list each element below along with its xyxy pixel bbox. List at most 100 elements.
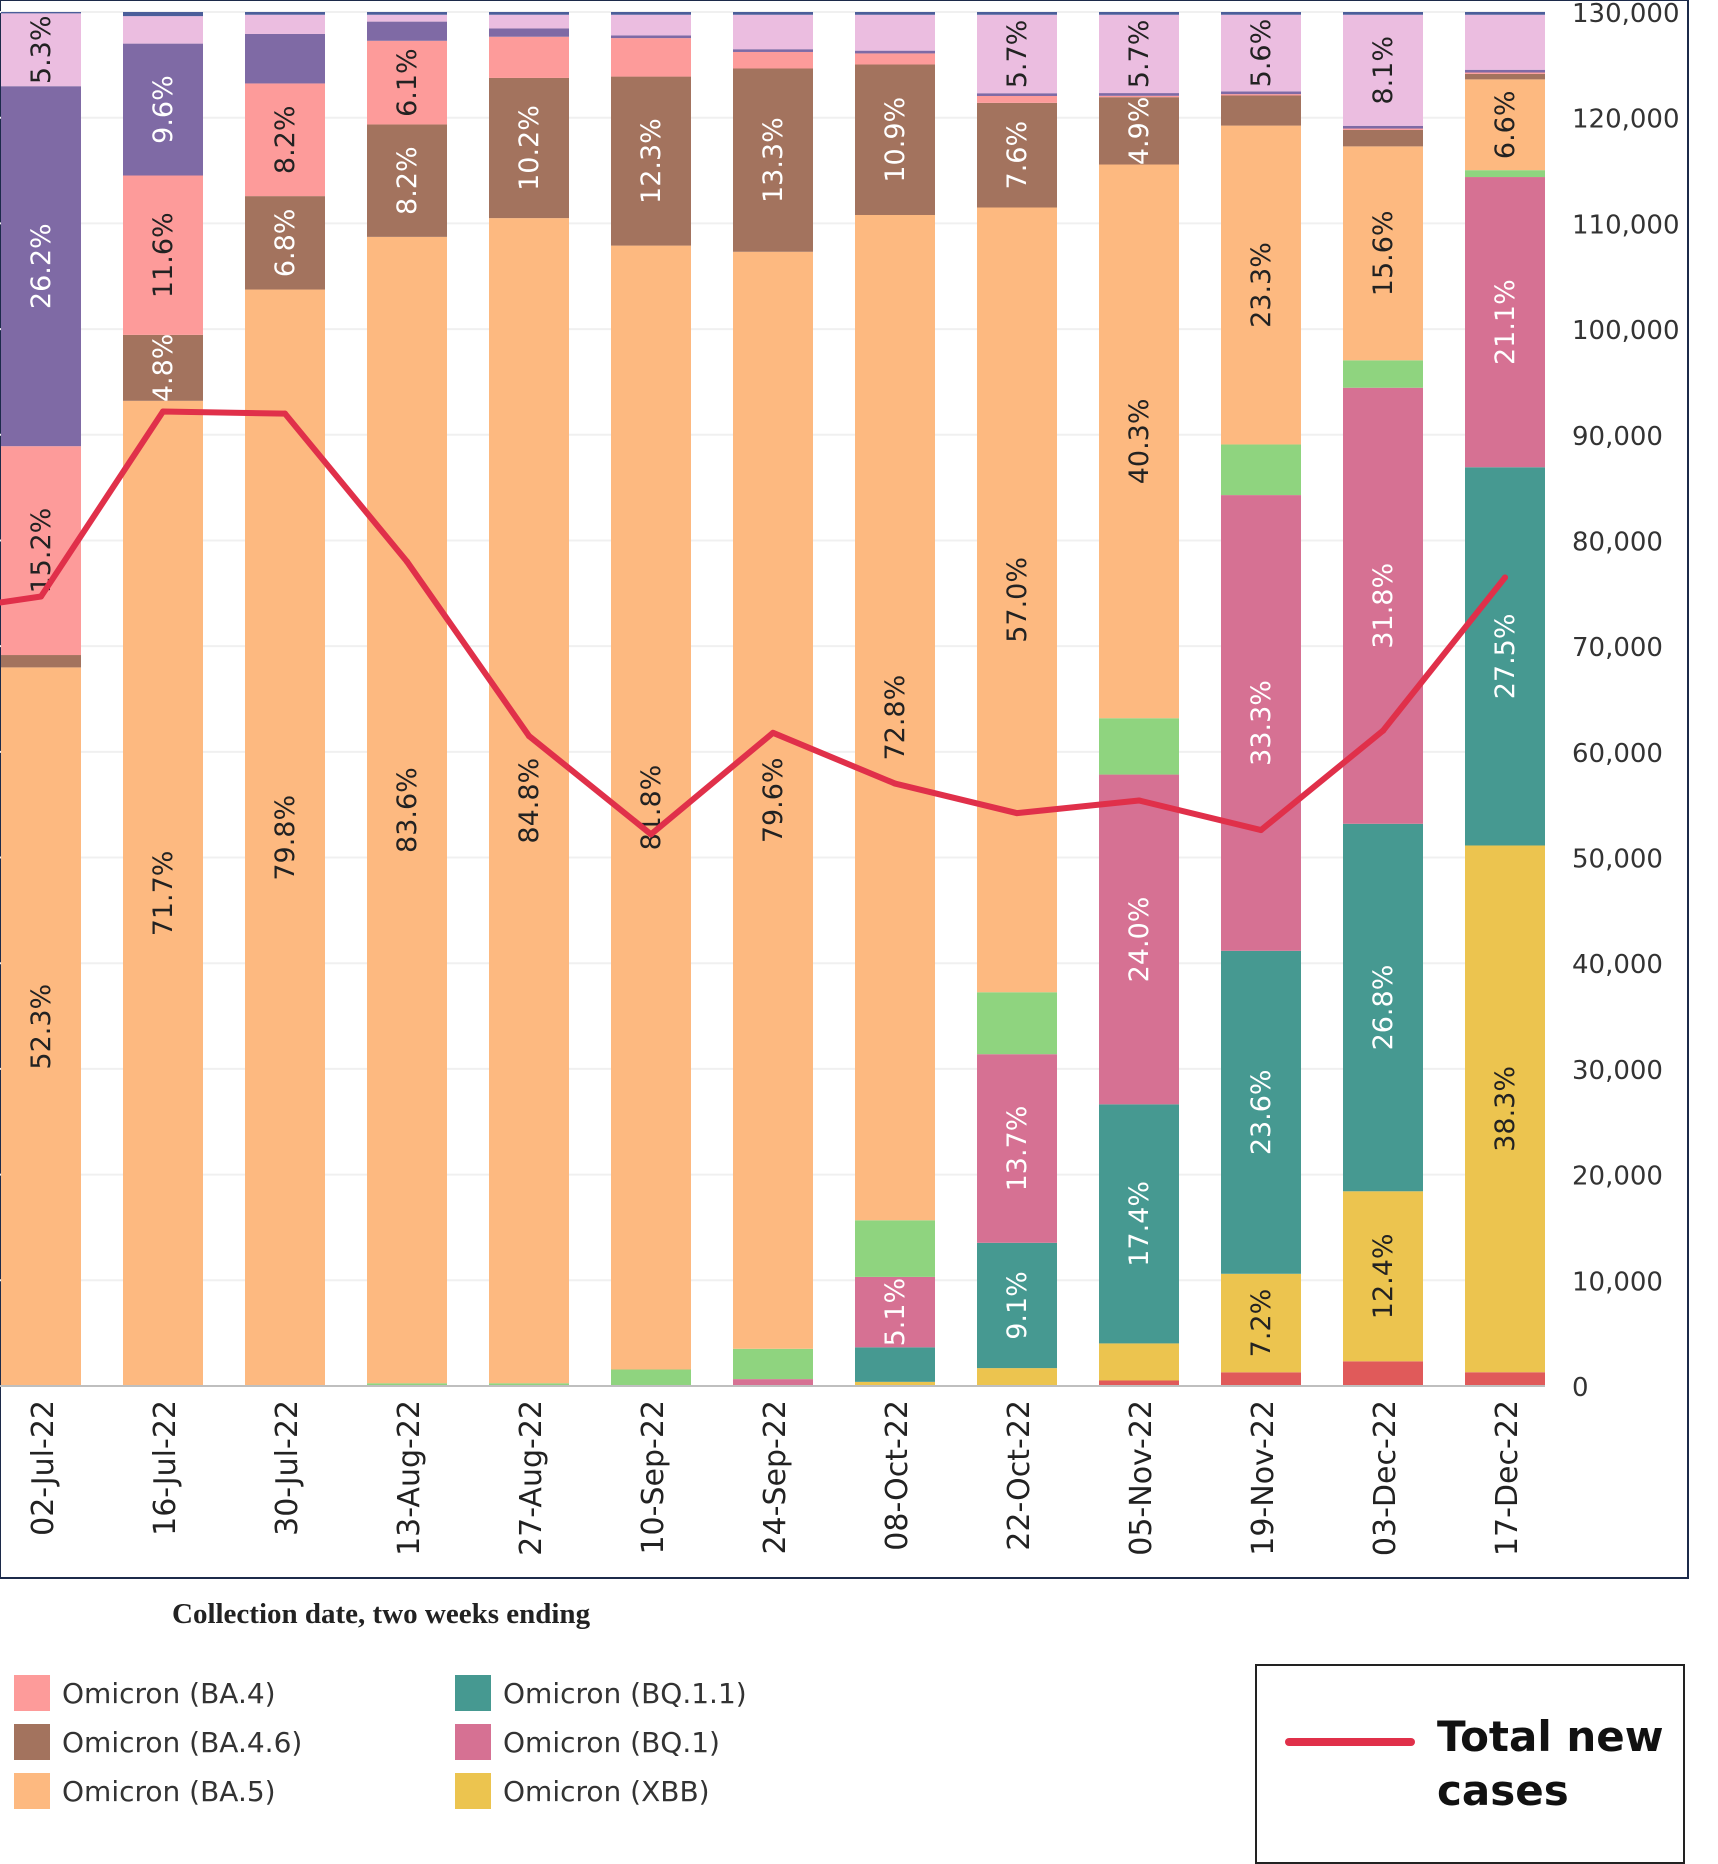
bar-segment bbox=[367, 14, 447, 22]
bar-segment bbox=[1465, 177, 1545, 468]
data-label: 4.9% bbox=[1124, 97, 1155, 166]
bar-segment bbox=[245, 14, 325, 34]
data-label: 12.4% bbox=[1368, 1233, 1399, 1319]
bar-segment bbox=[1099, 95, 1179, 98]
y-tick-label: 0 bbox=[1572, 1373, 1589, 1403]
total-new-cases-point bbox=[160, 408, 166, 415]
bar-segment bbox=[1221, 1372, 1301, 1386]
x-tick-label: 13-Aug-22 bbox=[392, 1400, 427, 1556]
data-label: 7.2% bbox=[1246, 1289, 1277, 1358]
bar-segment bbox=[1343, 128, 1423, 130]
bar-segment bbox=[1343, 360, 1423, 388]
bar-segment bbox=[1099, 718, 1179, 775]
legend-swatch bbox=[455, 1675, 491, 1711]
bar-segment bbox=[977, 207, 1057, 993]
bar-segment bbox=[1221, 91, 1301, 95]
data-label: 5.6% bbox=[1246, 19, 1277, 88]
data-label: 8.2% bbox=[270, 105, 301, 174]
bar-segment bbox=[123, 43, 203, 176]
total-cases-legend-line bbox=[1285, 1738, 1415, 1746]
x-tick-label: 05-Nov-22 bbox=[1124, 1400, 1159, 1556]
chart-svg: 52.3%15.2%26.2%5.3%71.7%4.8%11.6%9.6%79.… bbox=[0, 0, 1689, 1579]
bar-segment bbox=[1221, 495, 1301, 951]
total-new-cases-line bbox=[0, 408, 1508, 838]
data-label: 8.1% bbox=[1368, 36, 1399, 105]
y-tick-label: 100,000 bbox=[1572, 316, 1680, 346]
bar-segment bbox=[611, 35, 691, 39]
data-label: 57.0% bbox=[1002, 557, 1033, 643]
data-label: 24.0% bbox=[1124, 897, 1155, 983]
bar-segment bbox=[123, 175, 203, 335]
bar-segment bbox=[245, 12, 325, 15]
legend-label: Omicron (BA.4) bbox=[62, 1676, 276, 1710]
bar-segment bbox=[1099, 164, 1179, 719]
bar-segment bbox=[1465, 79, 1545, 171]
bar-segment bbox=[367, 124, 447, 237]
bar-segment bbox=[123, 16, 203, 44]
data-label: 13.3% bbox=[758, 117, 789, 203]
data-label: 5.1% bbox=[880, 1278, 911, 1347]
bar-segment bbox=[489, 1383, 569, 1386]
bar-segment bbox=[245, 33, 325, 84]
data-label: 38.3% bbox=[1490, 1066, 1521, 1152]
bar-segment bbox=[855, 1276, 935, 1348]
data-label: 8.2% bbox=[392, 146, 423, 215]
bar-segment bbox=[489, 28, 569, 37]
bar-segment bbox=[733, 49, 813, 52]
plot-frame bbox=[0, 0, 1689, 1579]
bar-segment bbox=[1221, 12, 1301, 15]
legend-swatch bbox=[455, 1724, 491, 1760]
bar-segment bbox=[855, 214, 935, 1221]
data-label: 5.3% bbox=[26, 15, 57, 84]
bar-segment bbox=[1, 667, 81, 1386]
legend-item: Omicron (BQ.1.1) bbox=[455, 1675, 747, 1711]
data-label: 84.8% bbox=[514, 758, 545, 844]
bar-segment bbox=[733, 1379, 813, 1386]
bar-segment bbox=[1221, 95, 1301, 126]
total-new-cases-point bbox=[770, 729, 776, 736]
bar-segment bbox=[1, 86, 81, 447]
data-label: 9.1% bbox=[1002, 1271, 1033, 1340]
x-tick-label: 03-Dec-22 bbox=[1368, 1400, 1403, 1556]
legend-swatch bbox=[14, 1675, 50, 1711]
total-new-cases-point bbox=[404, 558, 410, 565]
bar-segment bbox=[855, 1220, 935, 1277]
data-label: 12.3% bbox=[636, 118, 667, 204]
y-tick-label: 20,000 bbox=[1572, 1162, 1663, 1192]
bar-segment bbox=[1465, 72, 1545, 74]
bar-segment bbox=[1, 12, 81, 14]
bar-segment bbox=[977, 12, 1057, 15]
bar-segment bbox=[123, 400, 203, 1386]
bar-segment bbox=[367, 21, 447, 41]
y-tick-label: 90,000 bbox=[1572, 422, 1663, 452]
x-tick-label: 08-Oct-22 bbox=[880, 1400, 915, 1551]
bar-segment bbox=[733, 51, 813, 69]
bar-segment bbox=[367, 40, 447, 125]
bar-segment bbox=[977, 102, 1057, 208]
bar-segment bbox=[245, 196, 325, 290]
bar-segment bbox=[1, 655, 81, 668]
bar-segment bbox=[1099, 12, 1179, 15]
bar-segment bbox=[611, 12, 691, 15]
bar-segment bbox=[1099, 1380, 1179, 1386]
bar-segment bbox=[977, 992, 1057, 1055]
bar-segment bbox=[489, 12, 569, 15]
bar-segment bbox=[367, 1383, 447, 1386]
data-label: 17.4% bbox=[1124, 1181, 1155, 1267]
x-tick-label: 16-Jul-22 bbox=[148, 1400, 183, 1536]
bar-segment bbox=[611, 1369, 691, 1386]
y-tick-label: 10,000 bbox=[1572, 1267, 1663, 1297]
bar-segment bbox=[1343, 1361, 1423, 1386]
bar-segment bbox=[1465, 69, 1545, 73]
x-tick-label: 27-Aug-22 bbox=[514, 1400, 549, 1556]
bar-segment bbox=[1099, 1104, 1179, 1344]
bar-segment bbox=[733, 251, 813, 1349]
legend-label: Omicron (XBB) bbox=[503, 1774, 710, 1808]
bar-segment bbox=[1343, 129, 1423, 147]
legend-label: Omicron (BQ.1) bbox=[503, 1725, 720, 1759]
total-new-cases-point bbox=[1136, 797, 1142, 804]
data-label: 11.6% bbox=[148, 212, 179, 298]
y-tick-label: 60,000 bbox=[1572, 739, 1663, 769]
bar-segment bbox=[1099, 97, 1179, 165]
